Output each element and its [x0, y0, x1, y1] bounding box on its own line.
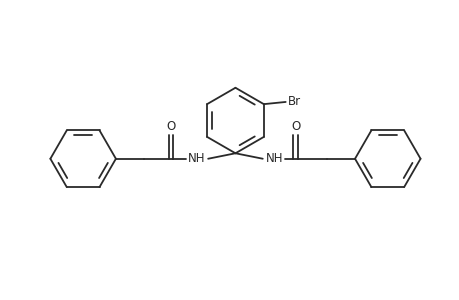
- Text: NH: NH: [265, 152, 283, 165]
- Text: O: O: [290, 120, 299, 133]
- Text: NH: NH: [187, 152, 204, 165]
- Text: Br: Br: [287, 95, 300, 109]
- Text: O: O: [166, 120, 175, 133]
